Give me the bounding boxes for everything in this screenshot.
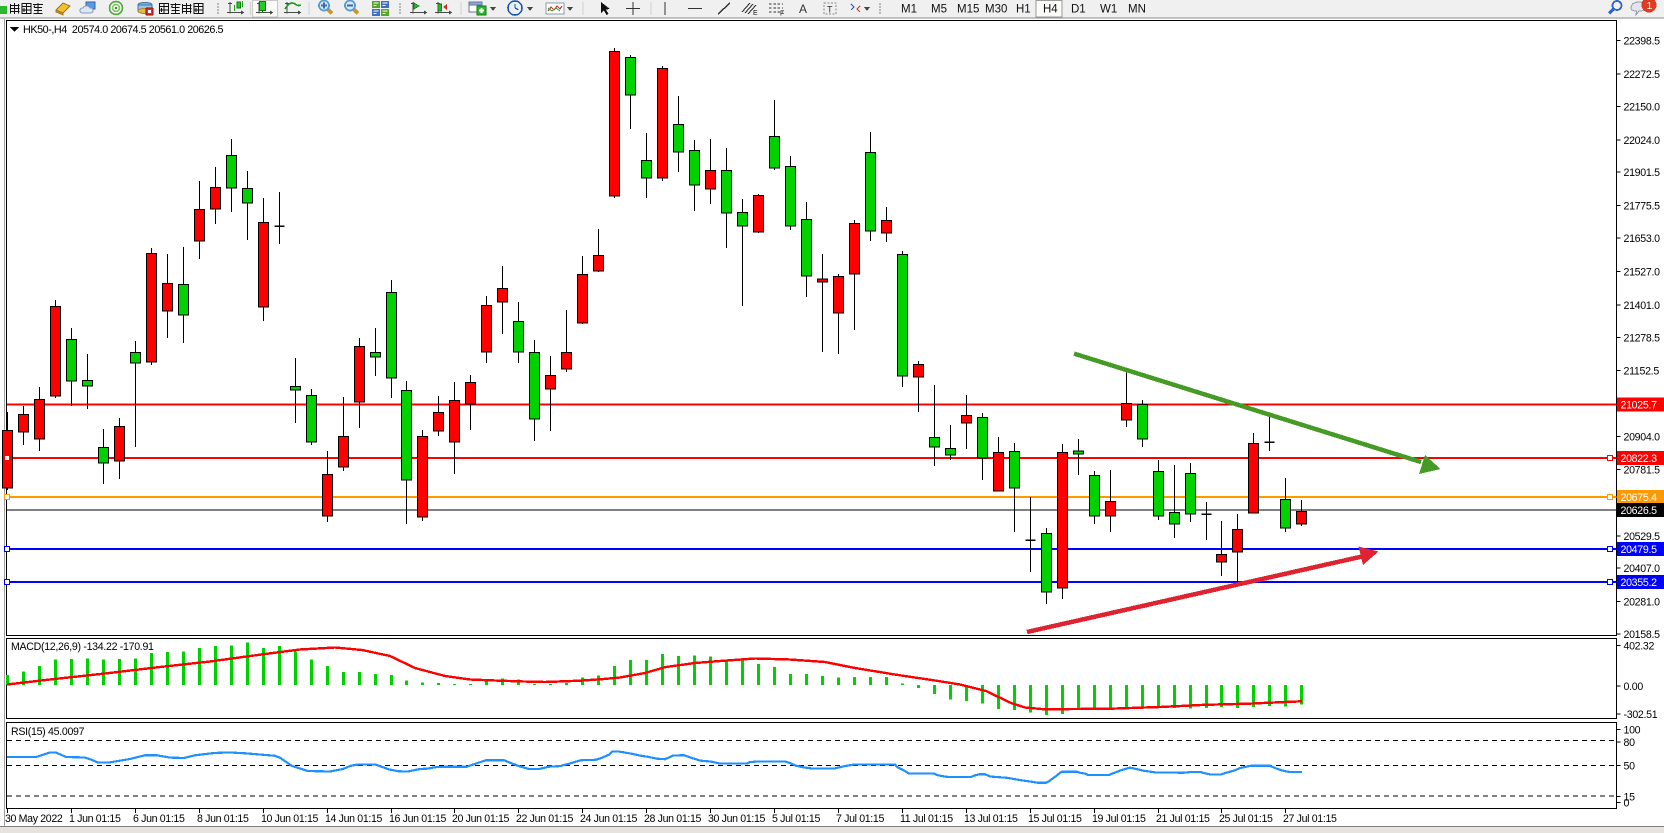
svg-text:21152.5: 21152.5: [1624, 366, 1660, 378]
svg-text:21278.5: 21278.5: [1624, 332, 1661, 344]
svg-text:-302.51: -302.51: [1624, 709, 1658, 721]
svg-text:80: 80: [1624, 737, 1636, 749]
svg-text:25 Jul 01:15: 25 Jul 01:15: [1219, 813, 1273, 825]
svg-text:21025.7: 21025.7: [1621, 399, 1658, 411]
svg-text:28 Jun 01:15: 28 Jun 01:15: [644, 813, 702, 825]
svg-text:1: 1: [1647, 0, 1653, 12]
svg-text:20158.5: 20158.5: [1624, 629, 1661, 641]
svg-text:15: 15: [1624, 791, 1636, 803]
svg-text:0.00: 0.00: [1624, 681, 1644, 693]
svg-text:20407.0: 20407.0: [1624, 563, 1661, 575]
svg-text:6 Jun 01:15: 6 Jun 01:15: [133, 813, 185, 825]
svg-text:21 Jul 01:15: 21 Jul 01:15: [1156, 813, 1210, 825]
svg-text:20675.4: 20675.4: [1621, 492, 1658, 504]
svg-text:22398.5: 22398.5: [1624, 36, 1661, 48]
svg-text:15 Jul 01:15: 15 Jul 01:15: [1028, 813, 1082, 825]
svg-text:E: E: [753, 10, 758, 17]
svg-text:HK50-,H4 20574.0 20674.5 2056: HK50-,H4 20574.0 20674.5 20561.0 20626.5: [23, 24, 224, 36]
svg-text:21901.5: 21901.5: [1624, 167, 1661, 179]
svg-text:M30: M30: [985, 4, 1007, 16]
svg-text:100: 100: [1624, 724, 1641, 736]
svg-text:30 Jun 01:15: 30 Jun 01:15: [708, 813, 766, 825]
svg-text:14 Jun 01:15: 14 Jun 01:15: [325, 813, 383, 825]
svg-text:22024.0: 22024.0: [1624, 135, 1661, 147]
svg-text:21401.0: 21401.0: [1624, 300, 1661, 312]
svg-text:MACD(12,26,9) -134.22 -170.91: MACD(12,26,9) -134.22 -170.91: [11, 641, 154, 653]
svg-text:M1: M1: [901, 4, 917, 16]
svg-text:20281.0: 20281.0: [1624, 597, 1661, 609]
svg-text:10 Jun 01:15: 10 Jun 01:15: [261, 813, 319, 825]
svg-text:11 Jul 01:15: 11 Jul 01:15: [900, 813, 953, 825]
svg-text:7 Jul 01:15: 7 Jul 01:15: [836, 813, 884, 825]
svg-text:22 Jun 01:15: 22 Jun 01:15: [516, 813, 574, 825]
svg-text:20 Jun 01:15: 20 Jun 01:15: [452, 813, 510, 825]
svg-text:MN: MN: [1128, 4, 1146, 16]
svg-text:22150.0: 22150.0: [1624, 101, 1661, 113]
svg-text:1 Jun 01:15: 1 Jun 01:15: [69, 813, 121, 825]
svg-text:20355.2: 20355.2: [1621, 577, 1658, 589]
svg-text:20479.5: 20479.5: [1621, 544, 1658, 556]
svg-text:20626.5: 20626.5: [1621, 505, 1658, 517]
svg-text:16 Jun 01:15: 16 Jun 01:15: [389, 813, 447, 825]
svg-text:21775.5: 21775.5: [1624, 201, 1661, 213]
svg-text:F: F: [780, 11, 784, 18]
svg-text:402.32: 402.32: [1624, 641, 1655, 653]
svg-text:20781.5: 20781.5: [1624, 465, 1661, 477]
svg-text:M15: M15: [957, 4, 979, 16]
svg-text:0: 0: [1624, 798, 1630, 810]
svg-text:30 May 2022: 30 May 2022: [5, 813, 63, 825]
svg-text:20904.0: 20904.0: [1624, 432, 1661, 444]
svg-text:24 Jun 01:15: 24 Jun 01:15: [580, 813, 638, 825]
svg-text:20822.3: 20822.3: [1621, 453, 1658, 465]
svg-text:8 Jun 01:15: 8 Jun 01:15: [197, 813, 249, 825]
svg-text:T: T: [827, 5, 833, 15]
svg-text:50: 50: [1624, 761, 1636, 773]
svg-text:5 Jul 01:15: 5 Jul 01:15: [772, 813, 820, 825]
svg-text:D1: D1: [1071, 4, 1086, 16]
svg-text:21653.0: 21653.0: [1624, 233, 1661, 245]
svg-text:RSI(15) 45.0097: RSI(15) 45.0097: [11, 726, 85, 738]
svg-text:A: A: [799, 2, 807, 16]
svg-text:H4: H4: [1043, 4, 1058, 16]
svg-text:M5: M5: [931, 4, 947, 16]
svg-text:20529.5: 20529.5: [1624, 531, 1661, 543]
svg-text:19 Jul 01:15: 19 Jul 01:15: [1092, 813, 1146, 825]
svg-text:27 Jul 01:15: 27 Jul 01:15: [1283, 813, 1337, 825]
svg-text:21527.0: 21527.0: [1624, 267, 1661, 279]
svg-text:13 Jul 01:15: 13 Jul 01:15: [964, 813, 1018, 825]
svg-text:H1: H1: [1016, 4, 1031, 16]
svg-text:W1: W1: [1100, 4, 1117, 16]
svg-text:22272.5: 22272.5: [1624, 69, 1661, 81]
